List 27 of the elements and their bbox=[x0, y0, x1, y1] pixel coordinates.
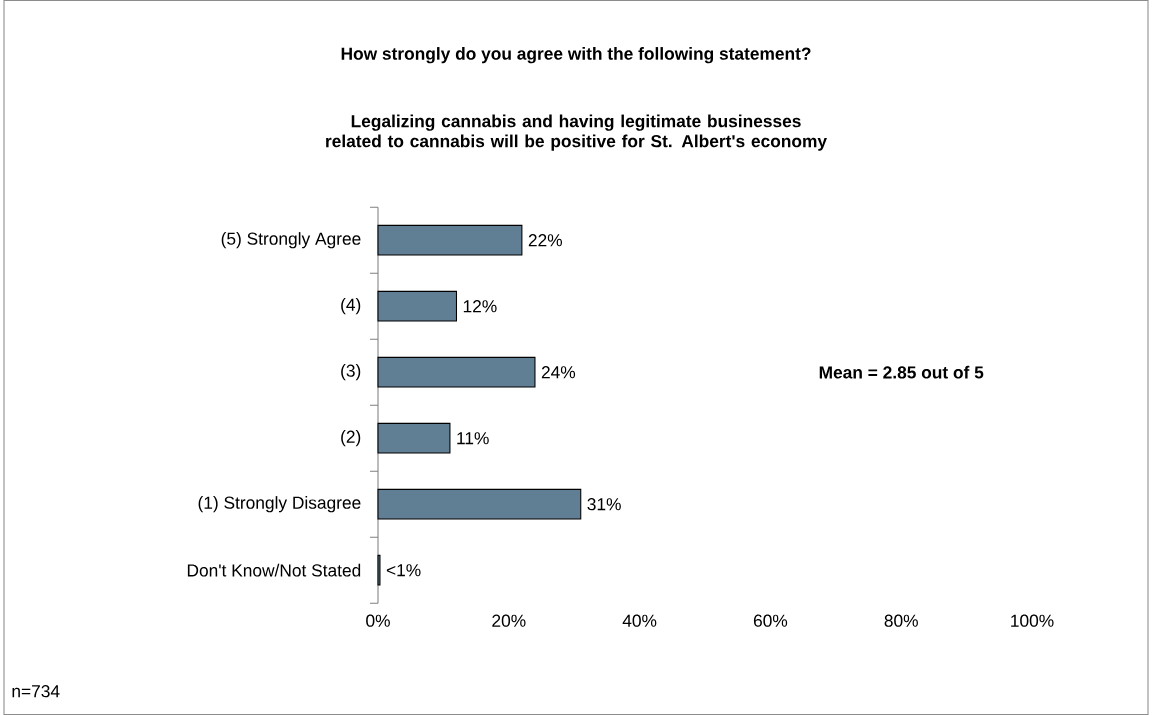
data-label: 24% bbox=[541, 366, 576, 379]
y-tick-label: (5) Strongly Agree bbox=[221, 232, 361, 249]
bar bbox=[377, 356, 536, 388]
x-tick-label: 60% bbox=[753, 614, 788, 627]
bar bbox=[377, 422, 451, 454]
y-tick-label: (3) bbox=[341, 364, 361, 381]
chart-subtitle: Legalizing cannabis and having legitimate businesses related to cannabis will be positive for St. Albert's economy bbox=[326, 114, 827, 151]
data-label: 11% bbox=[457, 432, 489, 445]
data-label: 31% bbox=[587, 497, 621, 511]
x-tick-label: 20% bbox=[492, 614, 526, 627]
y-tick-label: (4) bbox=[341, 298, 361, 315]
y-tick-label: (2) bbox=[341, 430, 361, 447]
bar bbox=[377, 224, 523, 256]
text: n=734 bbox=[12, 684, 60, 698]
bar bbox=[377, 290, 458, 322]
x-tick-label: 100% bbox=[1011, 614, 1054, 627]
y-tick-label: Don't Know/Not Stated bbox=[187, 563, 361, 577]
bar bbox=[377, 488, 582, 520]
data-label: <1% bbox=[386, 564, 421, 577]
x-tick-label: 40% bbox=[622, 614, 657, 627]
data-label: 12% bbox=[463, 300, 497, 313]
annotation: Mean = 2.85 out of 5 bbox=[819, 365, 984, 379]
x-tick-label: 80% bbox=[884, 614, 918, 627]
y-tick-label: (1) Strongly Disagree bbox=[198, 496, 361, 513]
chart-title: How strongly do you agree with the following statement? bbox=[341, 46, 811, 64]
data-label: 22% bbox=[528, 234, 563, 247]
x-tick-label: 0% bbox=[366, 614, 390, 627]
